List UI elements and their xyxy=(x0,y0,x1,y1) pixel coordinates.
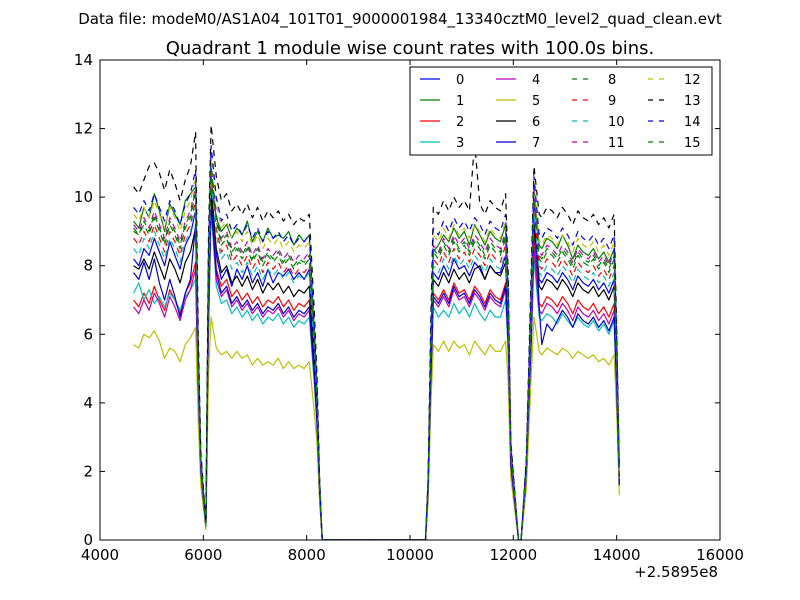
legend-label-15: 15 xyxy=(684,136,701,151)
x-tick-label: 6000 xyxy=(184,546,222,564)
legend-label-7: 7 xyxy=(532,136,540,151)
y-tick-label: 4 xyxy=(83,394,93,412)
series-line-5 xyxy=(133,316,620,540)
legend-label-9: 9 xyxy=(608,94,616,109)
series-line-13 xyxy=(133,124,620,540)
figure-suptitle: Data file: modeM0/AS1A04_101T01_90000019… xyxy=(78,10,722,29)
x-tick-label: 10000 xyxy=(386,546,434,564)
series-layer xyxy=(133,124,620,540)
x-tick-label: 14000 xyxy=(593,546,641,564)
legend-label-12: 12 xyxy=(684,73,701,88)
legend-label-8: 8 xyxy=(608,73,616,88)
y-tick-label: 14 xyxy=(74,51,93,69)
x-tick-label: 12000 xyxy=(489,546,537,564)
legend-label-11: 11 xyxy=(608,136,625,151)
y-tick-label: 10 xyxy=(74,188,93,206)
legend-label-2: 2 xyxy=(456,115,464,130)
x-tick-label: 4000 xyxy=(81,546,119,564)
legend-label-4: 4 xyxy=(532,73,540,88)
y-tick-label: 2 xyxy=(83,462,93,480)
series-line-8 xyxy=(133,165,620,540)
legend-label-1: 1 xyxy=(456,94,464,109)
y-tick-label: 0 xyxy=(83,531,93,549)
legend-label-13: 13 xyxy=(684,94,701,109)
x-tick-label: 8000 xyxy=(288,546,326,564)
legend-label-14: 14 xyxy=(684,115,701,130)
series-line-10 xyxy=(133,179,620,540)
y-tick-label: 6 xyxy=(83,325,93,343)
legend-label-5: 5 xyxy=(532,94,540,109)
legend-frame xyxy=(409,66,713,156)
chart-title: Quadrant 1 module wise count rates with … xyxy=(166,38,655,59)
x-offset-label: +2.5895e8 xyxy=(634,563,718,581)
legend-label-3: 3 xyxy=(456,136,464,151)
legend-label-0: 0 xyxy=(456,73,464,88)
y-tick-label: 8 xyxy=(83,257,93,275)
plot-area: 4000 6000 8000 10000 12000 14000 16000 0246810… xyxy=(74,51,744,581)
legend-label-6: 6 xyxy=(532,115,540,130)
legend-label-10: 10 xyxy=(608,115,625,130)
x-axis: 4000 6000 8000 10000 12000 14000 16000 xyxy=(81,60,744,564)
x-tick-label: 16000 xyxy=(696,546,744,564)
y-tick-label: 12 xyxy=(74,120,93,138)
